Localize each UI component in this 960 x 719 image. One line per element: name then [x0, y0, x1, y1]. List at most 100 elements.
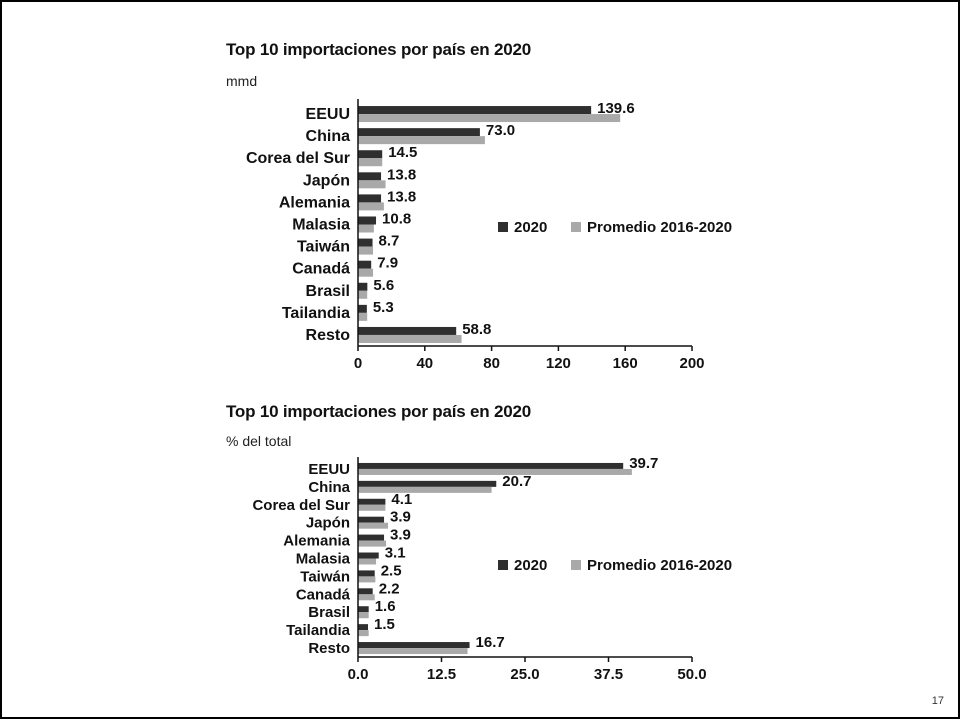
data-label-corea-del-sur: 4.1 [391, 491, 412, 508]
bar-2020-resto [358, 326, 457, 335]
category-label-resto: Resto [308, 640, 350, 657]
category-label-brasil: Brasil [308, 604, 350, 621]
category-label-taiwan: Taiwán [300, 568, 350, 585]
bar-promedio-corea-del-sur [358, 504, 386, 511]
bar-promedio-china [358, 486, 492, 493]
bar-promedio-japon [358, 522, 389, 529]
bar-promedio-tailandia [358, 312, 368, 321]
data-label-tailandia: 5.3 [373, 299, 394, 316]
bar-2020-china [358, 128, 480, 137]
bar-promedio-resto [358, 334, 462, 343]
x-tick-label: 50.0 [677, 666, 706, 683]
bar-promedio-japon [358, 180, 386, 189]
x-tick-label: 200 [679, 355, 704, 372]
data-label-brasil: 1.6 [375, 598, 396, 615]
page-number: 17 [931, 695, 944, 707]
category-label-japon: Japón [303, 172, 350, 189]
data-label-corea-del-sur: 14.5 [388, 144, 417, 161]
bar-2020-taiwan [358, 570, 375, 577]
data-label-eeuu: 139.6 [597, 100, 635, 117]
chart-title-top: Top 10 importaciones por país en 2020 [226, 40, 531, 59]
data-label-japon: 13.8 [387, 166, 416, 183]
x-tick-label: 0 [354, 355, 362, 372]
bar-2020-malasia [358, 216, 377, 225]
data-label-tailandia: 1.5 [374, 616, 395, 633]
category-label-taiwan: Taiwán [297, 239, 350, 256]
data-label-resto: 58.8 [462, 321, 491, 338]
chart-imports-percent: EEUU 39.7 China 20.7 Corea del Sur 4.1 Japón 3.… [252, 457, 732, 683]
bar-2020-japon [358, 516, 385, 523]
category-label-china: China [308, 479, 350, 496]
data-label-malasia: 10.8 [382, 211, 411, 228]
bar-promedio-china [358, 136, 485, 145]
data-label-resto: 16.7 [476, 634, 505, 651]
bar-2020-brasil [358, 606, 369, 613]
category-label-resto: Resto [306, 327, 351, 344]
data-label-alemania: 13.8 [387, 188, 416, 205]
legend-label-promedio: Promedio 2016-2020 [587, 557, 732, 574]
legend-swatch-2020 [498, 222, 508, 232]
data-label-canada: 2.2 [379, 580, 400, 597]
x-tick-label: 160 [613, 355, 638, 372]
bar-2020-corea-del-sur [358, 150, 383, 159]
bar-2020-resto [358, 642, 470, 649]
category-label-alemania: Alemania [279, 194, 350, 211]
category-label-japon: Japón [306, 515, 350, 532]
bar-2020-tailandia [358, 304, 367, 313]
bar-promedio-alemania [358, 202, 384, 211]
legend-label-promedio: Promedio 2016-2020 [587, 219, 732, 236]
legend-swatch-promedio [571, 222, 581, 232]
bar-promedio-eeuu [358, 114, 621, 123]
legend-label-2020: 2020 [514, 219, 547, 236]
bar-promedio-alemania [358, 540, 387, 547]
category-label-malasia: Malasia [292, 217, 350, 234]
bar-promedio-canada [358, 268, 374, 277]
data-label-eeuu: 39.7 [629, 457, 658, 472]
category-label-malasia: Malasia [296, 551, 351, 568]
bar-promedio-taiwan [358, 576, 376, 583]
bar-promedio-malasia [358, 558, 377, 565]
x-tick-label: 80 [483, 355, 500, 372]
category-label-eeuu: EEUU [308, 461, 350, 478]
bar-2020-tailandia [358, 624, 369, 631]
category-label-tailandia: Tailandia [286, 622, 351, 639]
bar-2020-alemania [358, 534, 385, 541]
bar-promedio-brasil [358, 290, 368, 299]
category-label-china: China [306, 128, 351, 145]
data-label-taiwan: 2.5 [381, 562, 402, 579]
category-label-tailandia: Tailandia [282, 305, 350, 322]
data-label-malasia: 3.1 [385, 545, 406, 562]
x-tick-label: 40 [416, 355, 433, 372]
category-label-canada: Canadá [296, 586, 351, 603]
data-label-china: 20.7 [502, 473, 531, 490]
bar-promedio-eeuu [358, 468, 632, 475]
chart-unit-top: mmd [226, 73, 258, 89]
bar-2020-canada [358, 260, 372, 269]
data-label-canada: 7.9 [377, 255, 398, 272]
bar-promedio-tailandia [358, 630, 369, 637]
bar-2020-brasil [358, 282, 368, 291]
bar-2020-eeuu [358, 462, 624, 469]
x-tick-label: 120 [546, 355, 571, 372]
bar-2020-corea-del-sur [358, 498, 386, 505]
bar-2020-china [358, 480, 497, 487]
bar-promedio-malasia [358, 224, 374, 233]
data-label-taiwan: 8.7 [379, 233, 400, 250]
bar-promedio-resto [358, 648, 468, 655]
bar-2020-taiwan [358, 238, 373, 247]
bar-2020-canada [358, 588, 373, 595]
category-label-canada: Canadá [292, 261, 350, 278]
x-tick-label: 25.0 [510, 666, 539, 683]
category-label-corea-del-sur: Corea del Sur [252, 497, 350, 514]
x-tick-label: 12.5 [427, 666, 456, 683]
bar-2020-malasia [358, 552, 379, 559]
legend-swatch-2020 [498, 560, 508, 570]
bar-promedio-taiwan [358, 246, 374, 255]
data-label-china: 73.0 [486, 122, 515, 139]
bar-2020-alemania [358, 194, 382, 203]
x-tick-label: 37.5 [594, 666, 623, 683]
bar-promedio-corea-del-sur [358, 158, 383, 167]
x-tick-label: 0.0 [348, 666, 369, 683]
legend-label-2020: 2020 [514, 557, 547, 574]
